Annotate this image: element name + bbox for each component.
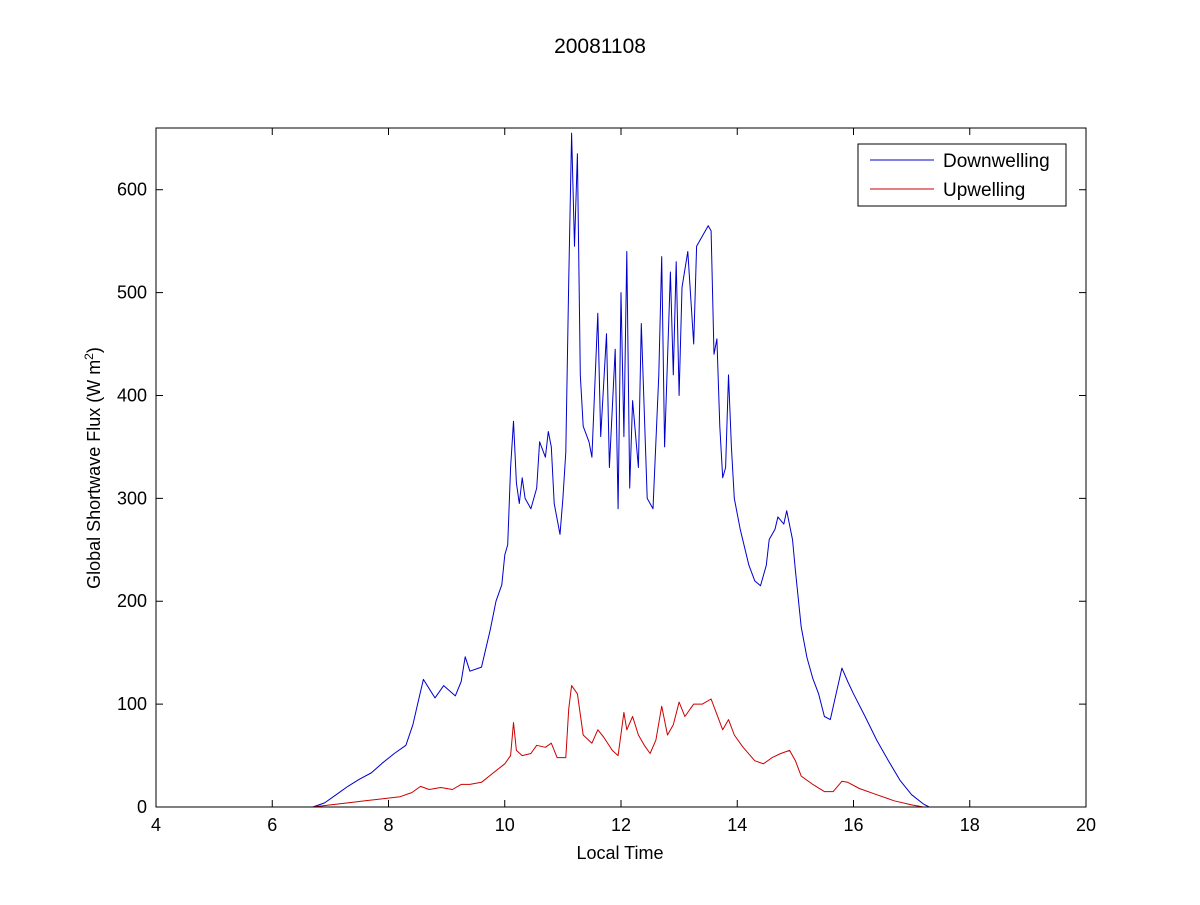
x-tick-label: 12	[611, 815, 631, 835]
y-tick-label: 600	[117, 180, 147, 200]
y-tick-label: 200	[117, 591, 147, 611]
x-tick-label: 8	[383, 815, 393, 835]
series-line-downwelling	[156, 132, 1086, 808]
y-axis-label-end: )	[84, 347, 104, 353]
y-tick-label: 100	[117, 694, 147, 714]
y-tick-label: 0	[137, 797, 147, 817]
x-tick-label: 18	[960, 815, 980, 835]
legend-label-downwelling: Downwelling	[943, 151, 1050, 172]
x-tick-label: 14	[727, 815, 747, 835]
series-line-upwelling	[156, 685, 1086, 808]
x-tick-label: 20	[1076, 815, 1096, 835]
y-tick-label: 400	[117, 385, 147, 405]
x-axis-label: Local Time	[576, 843, 663, 863]
y-tick-label: 300	[117, 488, 147, 508]
x-tick-label: 16	[843, 815, 863, 835]
chart-title: 20081108	[554, 35, 646, 58]
legend: Downwelling Upwelling	[857, 143, 1067, 207]
y-tick-label: 500	[117, 283, 147, 303]
y-axis-label-main: Global Shortwave Flux (W m	[84, 360, 104, 589]
y-axis-label: Global Shortwave Flux (W m2)	[82, 347, 104, 589]
series-layer	[156, 132, 1086, 808]
legend-box	[857, 143, 1067, 207]
plot-area	[156, 128, 1086, 807]
y-axis-label-superscript: 2	[82, 353, 96, 360]
x-tick-label: 4	[151, 815, 161, 835]
legend-label-upwelling: Upwelling	[943, 180, 1025, 201]
x-tick-label: 10	[495, 815, 515, 835]
x-tick-label: 6	[267, 815, 277, 835]
